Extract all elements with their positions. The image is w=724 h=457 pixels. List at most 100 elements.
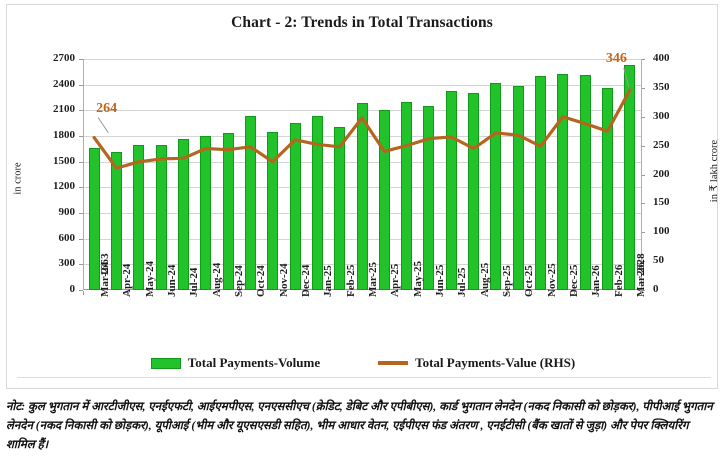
x-axis-tick-mark bbox=[507, 291, 509, 295]
y-axis-left-tick-label: 900 bbox=[58, 206, 76, 218]
bar[interactable] bbox=[244, 116, 256, 290]
y-axis-left-tick-mark bbox=[79, 187, 83, 189]
y-axis-left-tick-mark bbox=[79, 59, 83, 60]
x-axis-tick-mark bbox=[350, 291, 352, 295]
y-axis-left-tick-mark bbox=[79, 84, 83, 86]
chart-title: Chart - 2: Trends in Total Transactions bbox=[231, 14, 493, 31]
x-axis-tick-mark bbox=[618, 291, 620, 295]
y-axis-right-tick-label: 100 bbox=[653, 225, 670, 238]
line-path[interactable] bbox=[92, 88, 632, 170]
bar[interactable] bbox=[289, 123, 301, 290]
x-axis-tick-mark bbox=[373, 291, 375, 295]
grid-line bbox=[83, 59, 641, 60]
y-axis-left-tick-mark bbox=[79, 238, 83, 240]
x-axis-tick-mark bbox=[194, 291, 196, 295]
grid-line bbox=[83, 84, 641, 86]
y-axis-left-tick-label: 2700 bbox=[53, 52, 75, 64]
y-axis-left-tick-label: 1800 bbox=[53, 129, 75, 141]
x-axis-tick-mark bbox=[328, 291, 330, 295]
y-axis-left-spine bbox=[83, 59, 84, 290]
y-axis-left-tick-label: 2400 bbox=[53, 77, 75, 90]
bar[interactable] bbox=[311, 116, 323, 290]
x-axis-tick-mark bbox=[641, 291, 642, 295]
bar-value-label: 1663 bbox=[99, 253, 112, 276]
y-axis-right-tick-mark bbox=[641, 145, 645, 147]
x-axis-tick-mark bbox=[283, 291, 285, 295]
bar[interactable] bbox=[512, 85, 524, 290]
bar[interactable] bbox=[378, 109, 390, 290]
y-axis-right-tick-label: 250 bbox=[653, 138, 670, 151]
bar-value-label: 2628 bbox=[634, 253, 647, 276]
bar[interactable] bbox=[445, 90, 457, 290]
callout-leader-line bbox=[97, 117, 109, 133]
y-axis-left-tick-label: 0 bbox=[69, 283, 76, 295]
bar[interactable] bbox=[624, 65, 636, 290]
y-axis-right-tick-mark bbox=[641, 116, 645, 118]
y-axis-left-tick-mark bbox=[79, 161, 83, 163]
bar[interactable] bbox=[110, 152, 122, 290]
bar[interactable] bbox=[401, 102, 413, 290]
x-axis-tick-mark bbox=[306, 291, 308, 295]
bar[interactable] bbox=[602, 88, 614, 290]
x-axis-tick-mark bbox=[216, 291, 218, 295]
x-axis-tick-mark bbox=[484, 291, 486, 295]
value-callout: 346 bbox=[605, 51, 627, 67]
x-axis-tick-mark bbox=[551, 291, 553, 295]
y-axis-left-tick-mark bbox=[79, 136, 83, 137]
y-axis-right-tick-mark bbox=[641, 232, 645, 234]
line-series-layer bbox=[92, 68, 632, 170]
y-axis-right-tick-mark bbox=[641, 174, 645, 176]
y-axis-left-tick-mark bbox=[79, 110, 83, 112]
y-axis-right-spine bbox=[641, 59, 642, 290]
y-axis-left-tick-label: 1200 bbox=[53, 180, 75, 193]
bar[interactable] bbox=[557, 74, 569, 290]
bar[interactable] bbox=[88, 147, 100, 290]
x-axis-tick-mark bbox=[574, 291, 576, 295]
bar[interactable] bbox=[356, 102, 368, 290]
x-axis-tick-mark bbox=[261, 291, 263, 295]
x-axis-tick-mark bbox=[127, 291, 129, 295]
bar[interactable] bbox=[423, 106, 435, 290]
y-axis-right-tick-label: 200 bbox=[653, 167, 670, 180]
y-axis-right-tick-label: 300 bbox=[653, 109, 670, 122]
y-axis-right-tick-mark bbox=[641, 290, 645, 291]
y-axis-left-tick-label: 600 bbox=[58, 231, 76, 244]
legend-label-value: Total Payments-Value (RHS) bbox=[415, 355, 576, 370]
legend-bar-swatch-icon bbox=[150, 357, 181, 369]
y-axis-left-tick-mark bbox=[79, 290, 83, 291]
bar[interactable] bbox=[267, 131, 279, 290]
y-axis-right-tick-label: 400 bbox=[653, 52, 670, 64]
bar[interactable] bbox=[579, 75, 591, 290]
chart-legend: Total Payments-Volume Total Payments-Val… bbox=[7, 355, 719, 371]
y-axis-right-tick-label: 0 bbox=[653, 283, 659, 295]
x-axis-tick-mark bbox=[149, 291, 151, 295]
bar[interactable] bbox=[200, 136, 212, 290]
x-axis-tick-mark bbox=[395, 291, 397, 295]
y-axis-right-tick-mark bbox=[641, 261, 645, 263]
y-axis-left-tick-label: 300 bbox=[58, 257, 76, 270]
y-axis-left-tick-label: 1500 bbox=[53, 154, 75, 167]
bar[interactable] bbox=[177, 138, 189, 290]
bar[interactable] bbox=[133, 145, 145, 290]
y-axis-right-tick-label: 50 bbox=[653, 254, 664, 267]
y-axis-left-tick-label: 2100 bbox=[53, 103, 75, 116]
x-axis-tick-mark bbox=[417, 291, 419, 295]
bar[interactable] bbox=[535, 75, 547, 290]
x-axis-tick-mark bbox=[440, 291, 442, 295]
legend-item-volume[interactable]: Total Payments-Volume bbox=[150, 355, 320, 371]
plot-wrapper: 0 300 600 900 1200 1500 1800 2100 2400 2700 0 50 10… bbox=[7, 5, 721, 390]
callout-leader-line bbox=[623, 68, 630, 88]
bar[interactable] bbox=[222, 133, 234, 290]
x-axis-tick-mark bbox=[83, 291, 84, 295]
x-axis-tick-mark bbox=[529, 291, 531, 295]
bar[interactable] bbox=[468, 93, 480, 290]
legend-item-value[interactable]: Total Payments-Value (RHS) bbox=[378, 355, 575, 371]
bar[interactable] bbox=[155, 144, 167, 290]
bar[interactable] bbox=[334, 126, 346, 290]
y-axis-right-tick-mark bbox=[641, 87, 645, 89]
bar-series-layer bbox=[83, 59, 641, 290]
bar[interactable] bbox=[490, 83, 502, 290]
y-axis-left-tick-mark bbox=[79, 264, 83, 266]
chart-frame: Chart - 2: Trends in Total Transactions … bbox=[6, 4, 721, 390]
